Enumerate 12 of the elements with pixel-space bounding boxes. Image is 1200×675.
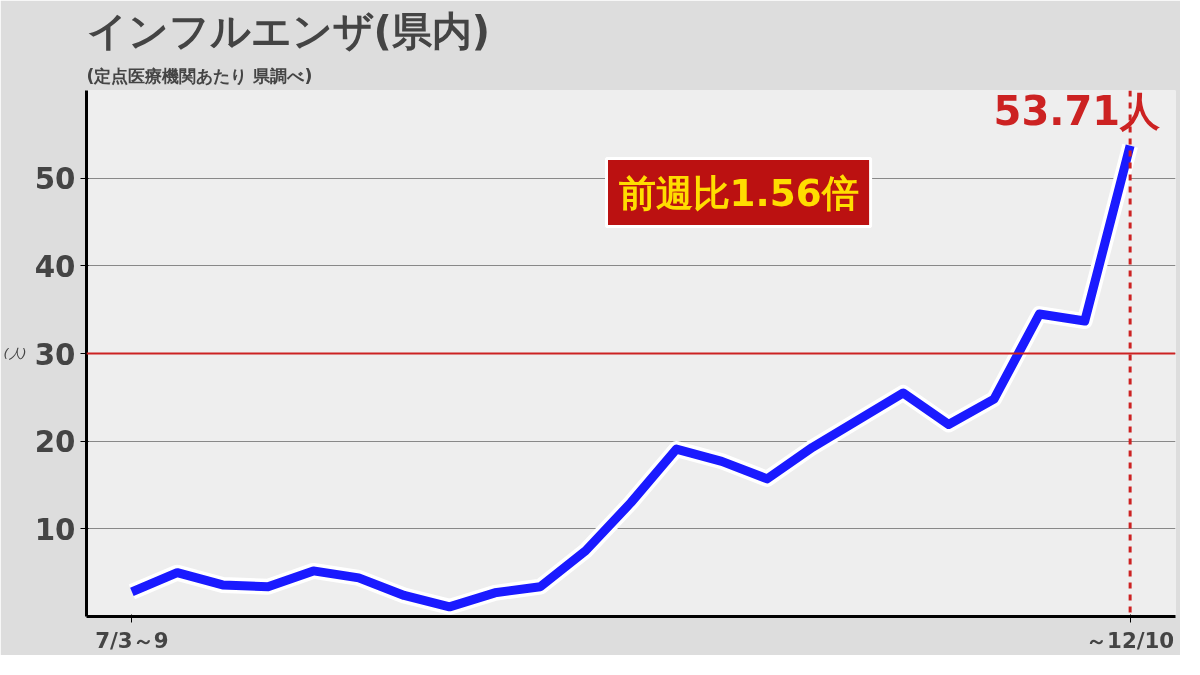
y-tick-label: 10	[34, 512, 76, 547]
annotation: 53.71人	[993, 87, 1162, 134]
y-tick-label: 30	[34, 337, 76, 372]
annotation: 前週比1.56倍	[618, 170, 859, 215]
y-tick-label: 20	[34, 425, 76, 460]
chart-title: インフルエンザ(県内)	[86, 7, 491, 54]
x-tick-label: 7/3～9	[95, 627, 169, 653]
chart-subtitle: (定点医療機関あたり 県調べ)	[86, 65, 313, 86]
y-tick-label: 40	[34, 249, 76, 284]
y-axis-title: (人)	[3, 346, 27, 361]
y-tick-label: 50	[34, 162, 76, 197]
x-tick-label: ～12/10	[1086, 627, 1175, 653]
